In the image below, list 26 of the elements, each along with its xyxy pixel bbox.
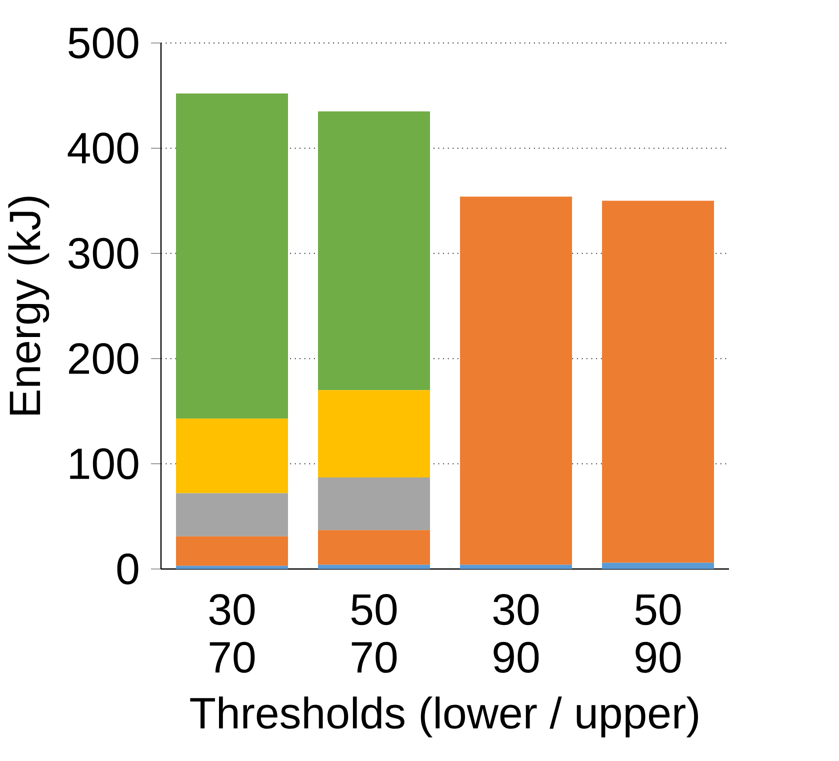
bar [460, 564, 572, 569]
y-tick-label: 300 [68, 238, 138, 269]
y-tick-label: 100 [70, 448, 138, 480]
x-tick-label: 30 70 [209, 594, 255, 673]
x-axis-title: Thresholds (lower / upper) [190, 696, 698, 738]
bar [460, 196, 572, 565]
y-tick-label: 0 [117, 553, 138, 585]
bar [176, 418, 288, 494]
bar [176, 493, 288, 536]
bar [318, 564, 430, 569]
bar [318, 111, 430, 390]
y-axis-title: Energy (kJ) [8, 196, 50, 414]
bar [602, 200, 714, 563]
y-tick-label: 400 [68, 132, 138, 164]
x-tick-label: 50 90 [635, 594, 681, 673]
bar [176, 93, 288, 419]
bar [176, 566, 288, 569]
bar [176, 536, 288, 566]
x-tick-label: 30 90 [493, 594, 539, 673]
x-tick-label: 50 70 [351, 594, 397, 673]
bar [318, 530, 430, 565]
bar [318, 390, 430, 478]
bar [318, 477, 430, 530]
y-tick-label: 200 [69, 343, 138, 374]
y-tick-label: 500 [68, 27, 138, 59]
bar [602, 562, 714, 569]
